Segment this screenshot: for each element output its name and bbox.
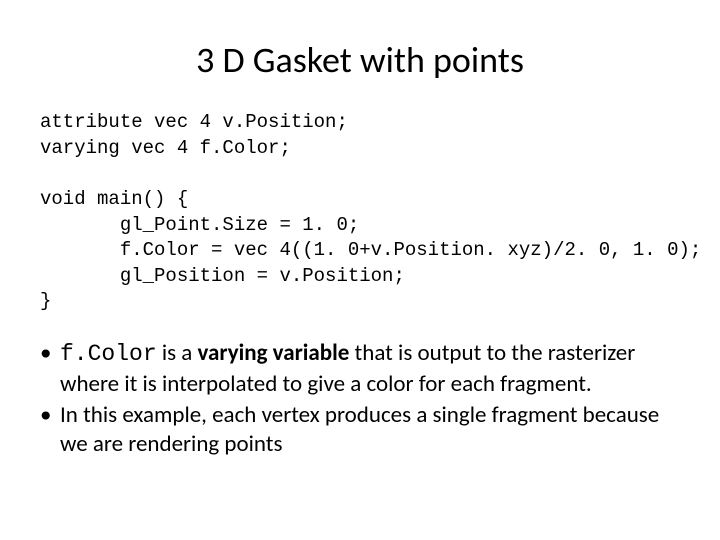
code-line: }: [40, 290, 51, 312]
bullet-dot-icon: •: [40, 401, 60, 460]
code-line: attribute vec 4 v.Position;: [40, 111, 348, 133]
bullet-dot-icon: •: [40, 339, 60, 399]
bold-text: varying variable: [198, 339, 350, 367]
code-block: attribute vec 4 v.Position; varying vec …: [40, 110, 680, 315]
bullet-text: In this example, each vertex produces a …: [60, 401, 680, 460]
inline-code: f.Color: [60, 341, 157, 367]
code-line: void main() {: [40, 188, 188, 210]
bullet-list: • f.Color is a varying variable that is …: [40, 339, 680, 460]
slide-title: 3 D Gasket with points: [40, 38, 680, 82]
bullet-text: f.Color is a varying variable that is ou…: [60, 339, 680, 399]
code-line: gl_Position = v.Position;: [40, 265, 405, 287]
code-line: varying vec 4 f.Color;: [40, 137, 291, 159]
code-line: gl_Point.Size = 1. 0;: [40, 214, 359, 236]
bullet-item: • f.Color is a varying variable that is …: [40, 339, 680, 399]
text-span: is a: [157, 339, 198, 367]
bullet-item: • In this example, each vertex produces …: [40, 401, 680, 460]
code-line: f.Color = vec 4((1. 0+v.Position. xyz)/2…: [40, 239, 701, 261]
